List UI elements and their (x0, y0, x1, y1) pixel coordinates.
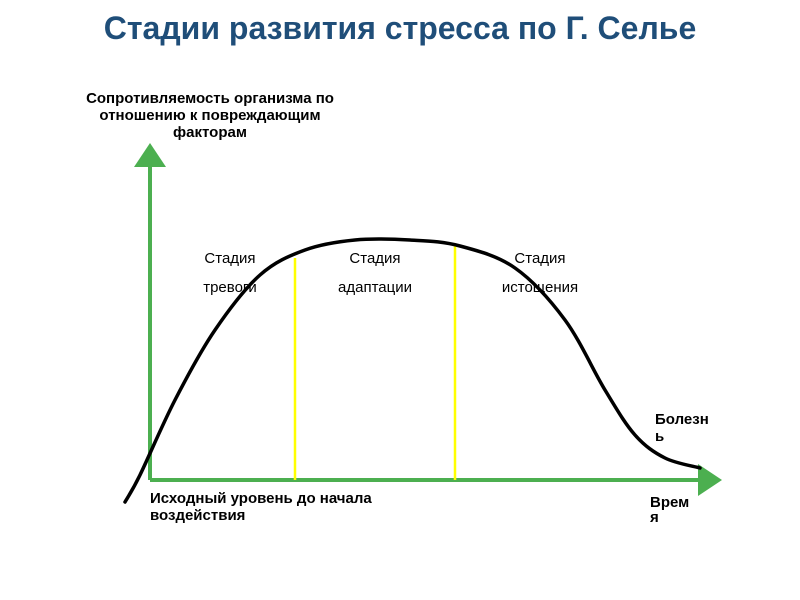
chart-svg (120, 150, 720, 510)
y-axis-label: Сопротивляемость организма по отношению … (85, 90, 335, 141)
stage-2-line-1: Стадия (349, 250, 400, 267)
stage-1-label: Стадия тревоги (175, 245, 285, 302)
stage-1-line-2: тревоги (203, 279, 257, 296)
stage-2-label: Стадия адаптации (315, 245, 435, 302)
chart-container: Сопротивляемость организма по отношению … (120, 150, 720, 510)
stage-3-line-1: Стадия (514, 250, 565, 267)
stage-3-line-2: истощения (502, 279, 578, 296)
stage-2-line-2: адаптации (338, 279, 412, 296)
chart-title: Стадии развития стресса по Г. Селье (0, 0, 800, 47)
stage-1-line-1: Стадия (204, 250, 255, 267)
illness-line-1: Болезн (655, 411, 709, 428)
x-axis-line-2: я (650, 509, 659, 526)
illness-line-2: ь (655, 428, 664, 445)
x-axis-label: Врем я (650, 495, 720, 525)
stage-3-label: Стадия истощения (475, 245, 605, 302)
baseline-label: Исходный уровень до начала воздействия (150, 490, 410, 524)
illness-label: Болезн ь (655, 412, 735, 445)
